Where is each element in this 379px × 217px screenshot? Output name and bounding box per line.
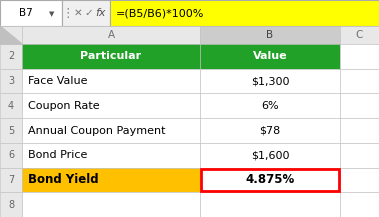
Text: Annual Coupon Payment: Annual Coupon Payment [28,125,166,135]
Text: ✕: ✕ [74,8,82,18]
Text: 3: 3 [8,76,14,86]
Bar [200,26,340,44]
Bar [340,143,379,168]
Bar [200,94,340,118]
Bar [200,143,340,168]
Bar [22,168,200,192]
Bar [0,44,22,69]
Bar [0,0,62,26]
Text: Face Value: Face Value [28,76,88,86]
Text: Coupon Rate: Coupon Rate [28,101,100,111]
Bar [0,26,22,44]
Text: 6: 6 [8,150,14,160]
Text: Particular: Particular [80,51,142,61]
Text: =(B5/B6)*100%: =(B5/B6)*100% [116,8,204,18]
Text: C: C [356,30,363,40]
Text: A: A [107,30,114,40]
Bar [22,94,200,118]
Bar [201,169,339,191]
Bar [22,44,200,69]
Bar [200,192,340,217]
Bar [22,26,200,44]
Bar [340,192,379,217]
Text: 7: 7 [8,175,14,185]
Text: fx: fx [96,8,106,18]
Bar [22,118,200,143]
Bar [22,143,200,168]
Bar [22,192,200,217]
Text: Bond Price: Bond Price [28,150,88,160]
Bar [0,118,22,143]
Text: B: B [266,30,274,40]
Text: $78: $78 [259,125,280,135]
Bar [200,118,340,143]
Text: Value: Value [253,51,287,61]
Text: ⋮: ⋮ [62,7,74,20]
Bar [0,192,22,217]
Text: ▼: ▼ [49,11,55,17]
Bar [340,26,379,44]
Text: $1,600: $1,600 [251,150,289,160]
Bar [0,168,22,192]
Text: 2: 2 [8,51,14,61]
Text: $1,300: $1,300 [251,76,289,86]
Text: 6%: 6% [261,101,279,111]
Polygon shape [0,26,22,44]
Bar [0,143,22,168]
Bar [200,44,340,69]
Text: 4: 4 [8,101,14,111]
Text: ✓: ✓ [85,8,93,18]
Text: 4.875%: 4.875% [245,173,294,186]
Bar [340,69,379,94]
Bar [110,0,379,26]
Text: Bond Yield: Bond Yield [28,173,99,186]
Bar [340,44,379,69]
Bar [200,69,340,94]
Bar [340,168,379,192]
Bar [340,94,379,118]
Text: 5: 5 [8,125,14,135]
Bar [22,69,200,94]
Bar [0,69,22,94]
Text: 8: 8 [8,200,14,210]
Text: B7: B7 [19,8,33,18]
Bar [340,118,379,143]
Bar [0,94,22,118]
Bar [62,0,110,26]
